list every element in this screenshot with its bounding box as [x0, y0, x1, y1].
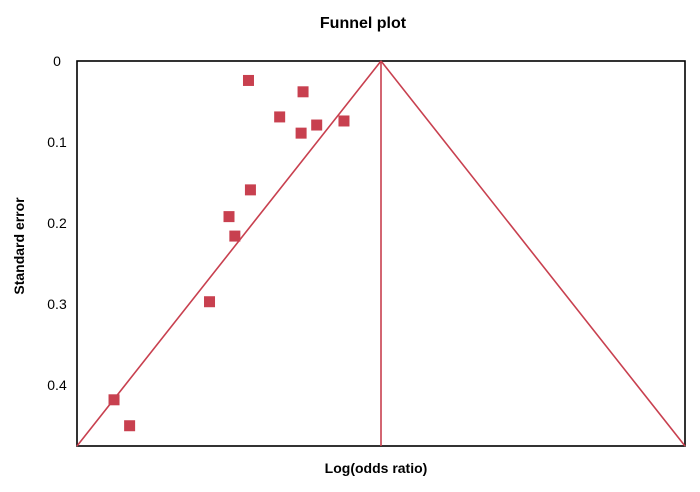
x-axis-label: Log(odds ratio)	[325, 460, 428, 476]
y-tick-label: 0.4	[47, 377, 67, 393]
data-point	[244, 184, 256, 196]
chart-title: Funnel plot	[320, 15, 407, 32]
data-point	[223, 211, 235, 223]
data-point	[242, 74, 254, 86]
y-tick-label: 0.3	[47, 296, 67, 312]
data-point	[297, 86, 309, 98]
funnel-right-limit	[380, 60, 686, 447]
y-tick-label: 0.2	[47, 215, 67, 231]
y-tick-label: 0	[53, 53, 61, 69]
data-point	[311, 119, 323, 131]
y-axis-label: Standard error	[11, 197, 27, 295]
data-point	[338, 115, 350, 127]
data-point	[274, 111, 286, 123]
y-tick-label: 0.1	[47, 134, 67, 150]
data-point	[124, 420, 136, 432]
data-point	[204, 296, 216, 308]
funnel-left-limit	[76, 60, 382, 447]
funnel-lines	[76, 60, 686, 447]
y-axis-ticks: 0 0.1 0.2 0.3 0.4	[47, 53, 67, 393]
data-point	[108, 394, 120, 406]
data-point	[229, 230, 241, 242]
data-points	[108, 74, 350, 432]
data-point	[295, 127, 307, 139]
